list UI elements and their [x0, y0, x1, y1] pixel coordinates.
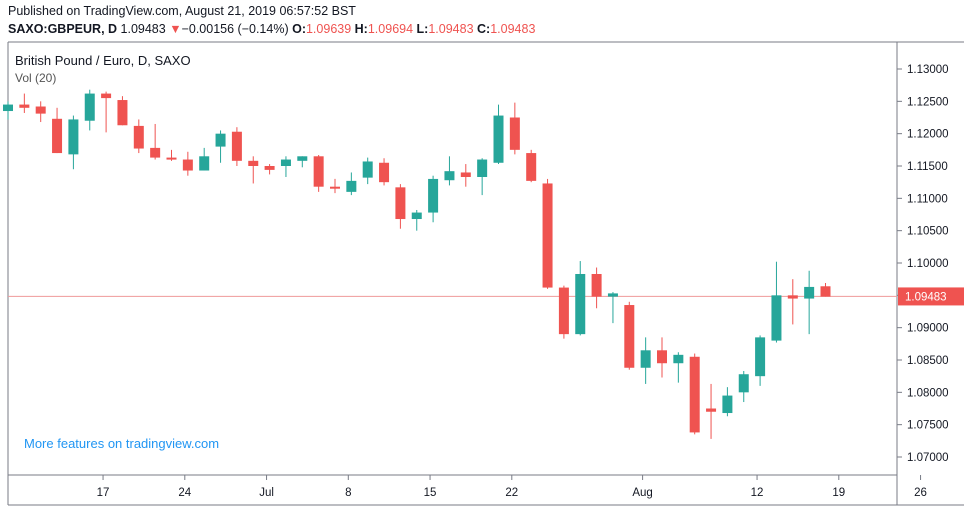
candle-body — [591, 273, 602, 297]
time-tick-label: Aug — [632, 487, 652, 499]
last-price-badge — [898, 287, 964, 306]
price-tick-label: 1.08500 — [907, 355, 949, 367]
candle-body — [640, 350, 651, 368]
candle-body — [346, 180, 357, 192]
candle-body — [3, 104, 13, 112]
candle-body — [379, 162, 390, 183]
open-value: 1.09639 — [305, 22, 352, 36]
candle-body — [820, 286, 831, 297]
price-tick-label: 1.07500 — [907, 420, 949, 432]
candle-body — [755, 337, 766, 377]
candle-body — [509, 117, 520, 150]
candle-body — [657, 350, 667, 364]
price-tick-label: 1.12500 — [907, 96, 949, 108]
candle-body — [722, 395, 733, 414]
candle-body — [444, 171, 455, 181]
candle-body — [166, 157, 177, 160]
candle-body — [330, 186, 340, 189]
candle-body — [150, 147, 161, 158]
candle-body — [607, 293, 618, 297]
candle-body — [199, 156, 210, 171]
low-value: 1.09483 — [428, 22, 474, 36]
price-tick-label: 1.10500 — [907, 226, 949, 238]
volume-legend[interactable]: Vol (20) — [15, 71, 57, 85]
candle-body — [264, 166, 275, 170]
candle-body — [19, 104, 30, 108]
candle-body — [101, 93, 112, 99]
price-tick-label: 1.08000 — [907, 387, 949, 399]
price-tick-label: 1.11500 — [907, 161, 948, 173]
last-price-badge-label: 1.09483 — [905, 291, 947, 303]
price-tick-label: 1.13000 — [907, 64, 949, 76]
candle-body — [428, 178, 439, 213]
candle-body — [182, 159, 193, 171]
candle-body — [689, 356, 700, 433]
candle-body — [673, 354, 684, 364]
tradingview-link[interactable]: More features on tradingview.com — [24, 436, 220, 451]
candle-body — [313, 156, 324, 187]
close-label: C: — [477, 22, 491, 36]
candle-body — [231, 131, 242, 161]
candle-body — [493, 115, 504, 163]
change-value: −0.00156 (−0.14%) — [181, 22, 289, 36]
candle-body — [477, 159, 488, 177]
time-tick-label: 15 — [424, 487, 437, 499]
symbol-label: SAXO:GBPEUR, D — [8, 22, 118, 36]
price-tick-label: 1.10000 — [907, 258, 949, 270]
series-legend-title[interactable]: British Pound / Euro, D, SAXO — [15, 53, 191, 68]
time-tick-label: 24 — [178, 487, 191, 499]
time-tick-label: 22 — [505, 487, 518, 499]
candle-body — [558, 287, 569, 335]
candle-body — [84, 93, 95, 121]
time-tick-label: 8 — [345, 487, 351, 499]
candle-body — [68, 119, 79, 155]
symbol-ohlc-line: SAXO:GBPEUR, D 1.09483 ▼−0.00156 (−0.14%… — [8, 22, 535, 36]
close-value: 1.09483 — [490, 22, 536, 36]
price-tick-label: 1.07000 — [907, 452, 949, 464]
candle-body — [35, 106, 46, 114]
candle-body — [52, 118, 63, 154]
price-tick-label: 1.12000 — [907, 129, 949, 141]
high-value: 1.09694 — [367, 22, 414, 36]
time-tick-label: Jul — [259, 487, 274, 499]
candle-body — [248, 160, 259, 166]
candle-body — [297, 156, 308, 161]
candle-body — [787, 295, 798, 299]
candle-body — [542, 183, 553, 288]
candle-body — [738, 374, 749, 393]
time-tick-label: 17 — [97, 487, 110, 499]
candle-body — [460, 172, 471, 177]
candle-body — [362, 161, 373, 178]
candle-body — [526, 153, 537, 181]
time-tick-label: 19 — [832, 487, 845, 499]
last-price: 1.09483 — [120, 22, 166, 36]
candle-body — [706, 408, 717, 412]
price-tick-label: 1.11000 — [907, 193, 948, 205]
candle-body — [280, 159, 291, 166]
time-tick-label: 26 — [914, 487, 927, 499]
price-tick-label: 1.09000 — [907, 323, 949, 335]
candle-body — [771, 295, 782, 341]
high-label: H: — [354, 22, 368, 36]
candle-body — [395, 187, 406, 220]
candle-body — [215, 133, 226, 147]
candle-body — [411, 212, 422, 220]
down-arrow-icon: ▼ — [169, 22, 182, 36]
candle-body — [117, 100, 128, 126]
candle-body — [575, 273, 586, 335]
candle-body — [133, 125, 144, 149]
published-line: Published on TradingView.com, August 21,… — [8, 4, 356, 18]
time-tick-label: 12 — [751, 487, 764, 499]
candle-body — [804, 286, 815, 299]
low-label: L: — [416, 22, 429, 36]
candle-body — [624, 305, 635, 368]
open-label: O: — [292, 22, 306, 36]
